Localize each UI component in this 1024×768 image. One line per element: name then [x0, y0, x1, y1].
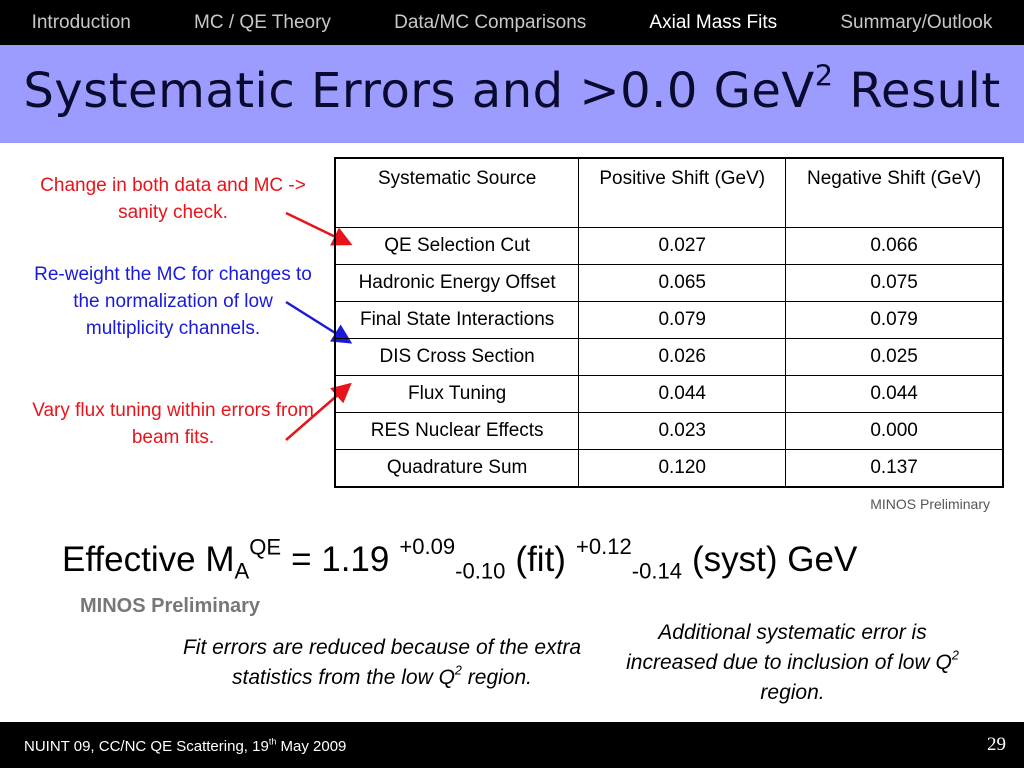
table-row: Hadronic Energy Offset 0.065 0.075	[334, 264, 1004, 302]
table-cell: 0.044	[785, 375, 1004, 413]
note-text: Fit errors are reduced because of the ex…	[182, 636, 582, 689]
table-cell: 0.023	[578, 412, 787, 450]
table-body: QE Selection Cut 0.027 0.066 Hadronic Energ…	[334, 227, 1004, 488]
footer-end: May 2009	[280, 738, 347, 755]
table-cell: 0.026	[578, 338, 787, 376]
preliminary-label: MINOS Preliminary	[80, 595, 261, 617]
title-sup: 2	[814, 58, 834, 93]
title-bar: Systematic Errors and >0.0 GeV2 Result	[0, 45, 1024, 143]
footer-sup: th	[268, 736, 277, 747]
footer-text: NUINT 09, CC/NC QE Scattering, 19th May …	[24, 736, 347, 755]
note-text: Additional systematic error is increased…	[626, 621, 952, 674]
eq-syst-up: +0.12	[575, 534, 632, 560]
note-end: region.	[467, 666, 532, 689]
table-cell: Quadrature Sum	[334, 449, 580, 488]
eq-syst-label: (syst) GeV	[692, 540, 858, 579]
table-cell: DIS Cross Section	[334, 338, 580, 376]
table-cell: Hadronic Energy Offset	[334, 264, 580, 302]
header-cell: Negative Shift (GeV)	[785, 157, 1004, 228]
nav-item[interactable]: Summary/Outlook	[840, 11, 993, 33]
table-cell: Flux Tuning	[334, 375, 580, 413]
table-cell: QE Selection Cut	[334, 227, 580, 265]
table-cell: 0.044	[578, 375, 787, 413]
eq-value: = 1.19	[291, 540, 390, 579]
nav-item[interactable]: Data/MC Comparisons	[394, 11, 587, 33]
table-cell: 0.137	[785, 449, 1004, 488]
table-cell: 0.079	[578, 301, 787, 339]
table-cell: 0.075	[785, 264, 1004, 302]
eq-fit-up: +0.09	[399, 534, 456, 560]
annotation: Change in both data and MC -> sanity che…	[40, 175, 306, 223]
eq-lead: Effective M	[62, 540, 235, 579]
annotation: Re-weight the MC for changes to the norm…	[34, 264, 312, 339]
title-text: Systematic Errors and >0.0 GeV	[23, 63, 815, 119]
nav-item[interactable]: Introduction	[31, 11, 131, 33]
page-number: 29	[987, 734, 1006, 755]
table-row: RES Nuclear Effects 0.023 0.000	[334, 412, 1004, 450]
table-caption: MINOS Preliminary	[870, 496, 990, 512]
title: Systematic Errors and >0.0 GeV2 Result	[0, 61, 1024, 119]
table-row: DIS Cross Section 0.026 0.025	[334, 338, 1004, 376]
header-cell: Positive Shift (GeV)	[578, 157, 787, 228]
table-cell: 0.120	[578, 449, 787, 488]
annotation: Vary flux tuning within errors from beam…	[32, 400, 314, 448]
nav-bar: Introduction MC / QE Theory Data/MC Comp…	[0, 0, 1024, 45]
eq-syst-down: -0.14	[631, 558, 683, 584]
nav-item[interactable]: Axial Mass Fits	[649, 11, 778, 33]
table-cell: 0.066	[785, 227, 1004, 265]
table-row: Flux Tuning 0.044 0.044	[334, 375, 1004, 413]
eq-fit-down: -0.10	[455, 558, 506, 584]
table-cell: 0.027	[578, 227, 787, 265]
table-row: Quadrature Sum 0.120 0.137	[334, 449, 1004, 488]
note-sup: 2	[951, 648, 959, 663]
footer: NUINT 09, CC/NC QE Scattering, 19th May …	[0, 722, 1024, 768]
eq-sup: QE	[249, 534, 282, 560]
table-row: QE Selection Cut 0.027 0.066	[334, 227, 1004, 265]
table-row: Final State Interactions 0.079 0.079	[334, 301, 1004, 339]
note-end: region.	[760, 681, 825, 704]
table-cell: RES Nuclear Effects	[334, 412, 580, 450]
table-cell: 0.065	[578, 264, 787, 302]
header-cell: Systematic Source	[334, 157, 580, 228]
table-cell: 0.000	[785, 412, 1004, 450]
table-cell: 0.079	[785, 301, 1004, 339]
eq-fit-label: (fit)	[515, 540, 566, 579]
header-row: Systematic Source Positive Shift (GeV) Neg…	[334, 157, 1004, 228]
eq-sub: A	[234, 558, 250, 584]
equation: Effective MAQE = 1.19 +0.09-0.10 (fit) +0.12…	[62, 536, 858, 582]
footer-main: NUINT 09, CC/NC QE Scattering, 19	[24, 738, 269, 755]
nav-item[interactable]: MC / QE Theory	[194, 11, 331, 33]
table-cell: Final State Interactions	[334, 301, 580, 339]
systematics-table: Systematic Source Positive Shift (GeV) Neg…	[334, 157, 1004, 488]
table-cell: 0.025	[785, 338, 1004, 376]
note: Additional systematic error is increased…	[620, 618, 965, 708]
note-sup: 2	[454, 663, 462, 678]
note: Fit errors are reduced because of the ex…	[162, 633, 602, 693]
title-end: Result	[849, 63, 1001, 119]
